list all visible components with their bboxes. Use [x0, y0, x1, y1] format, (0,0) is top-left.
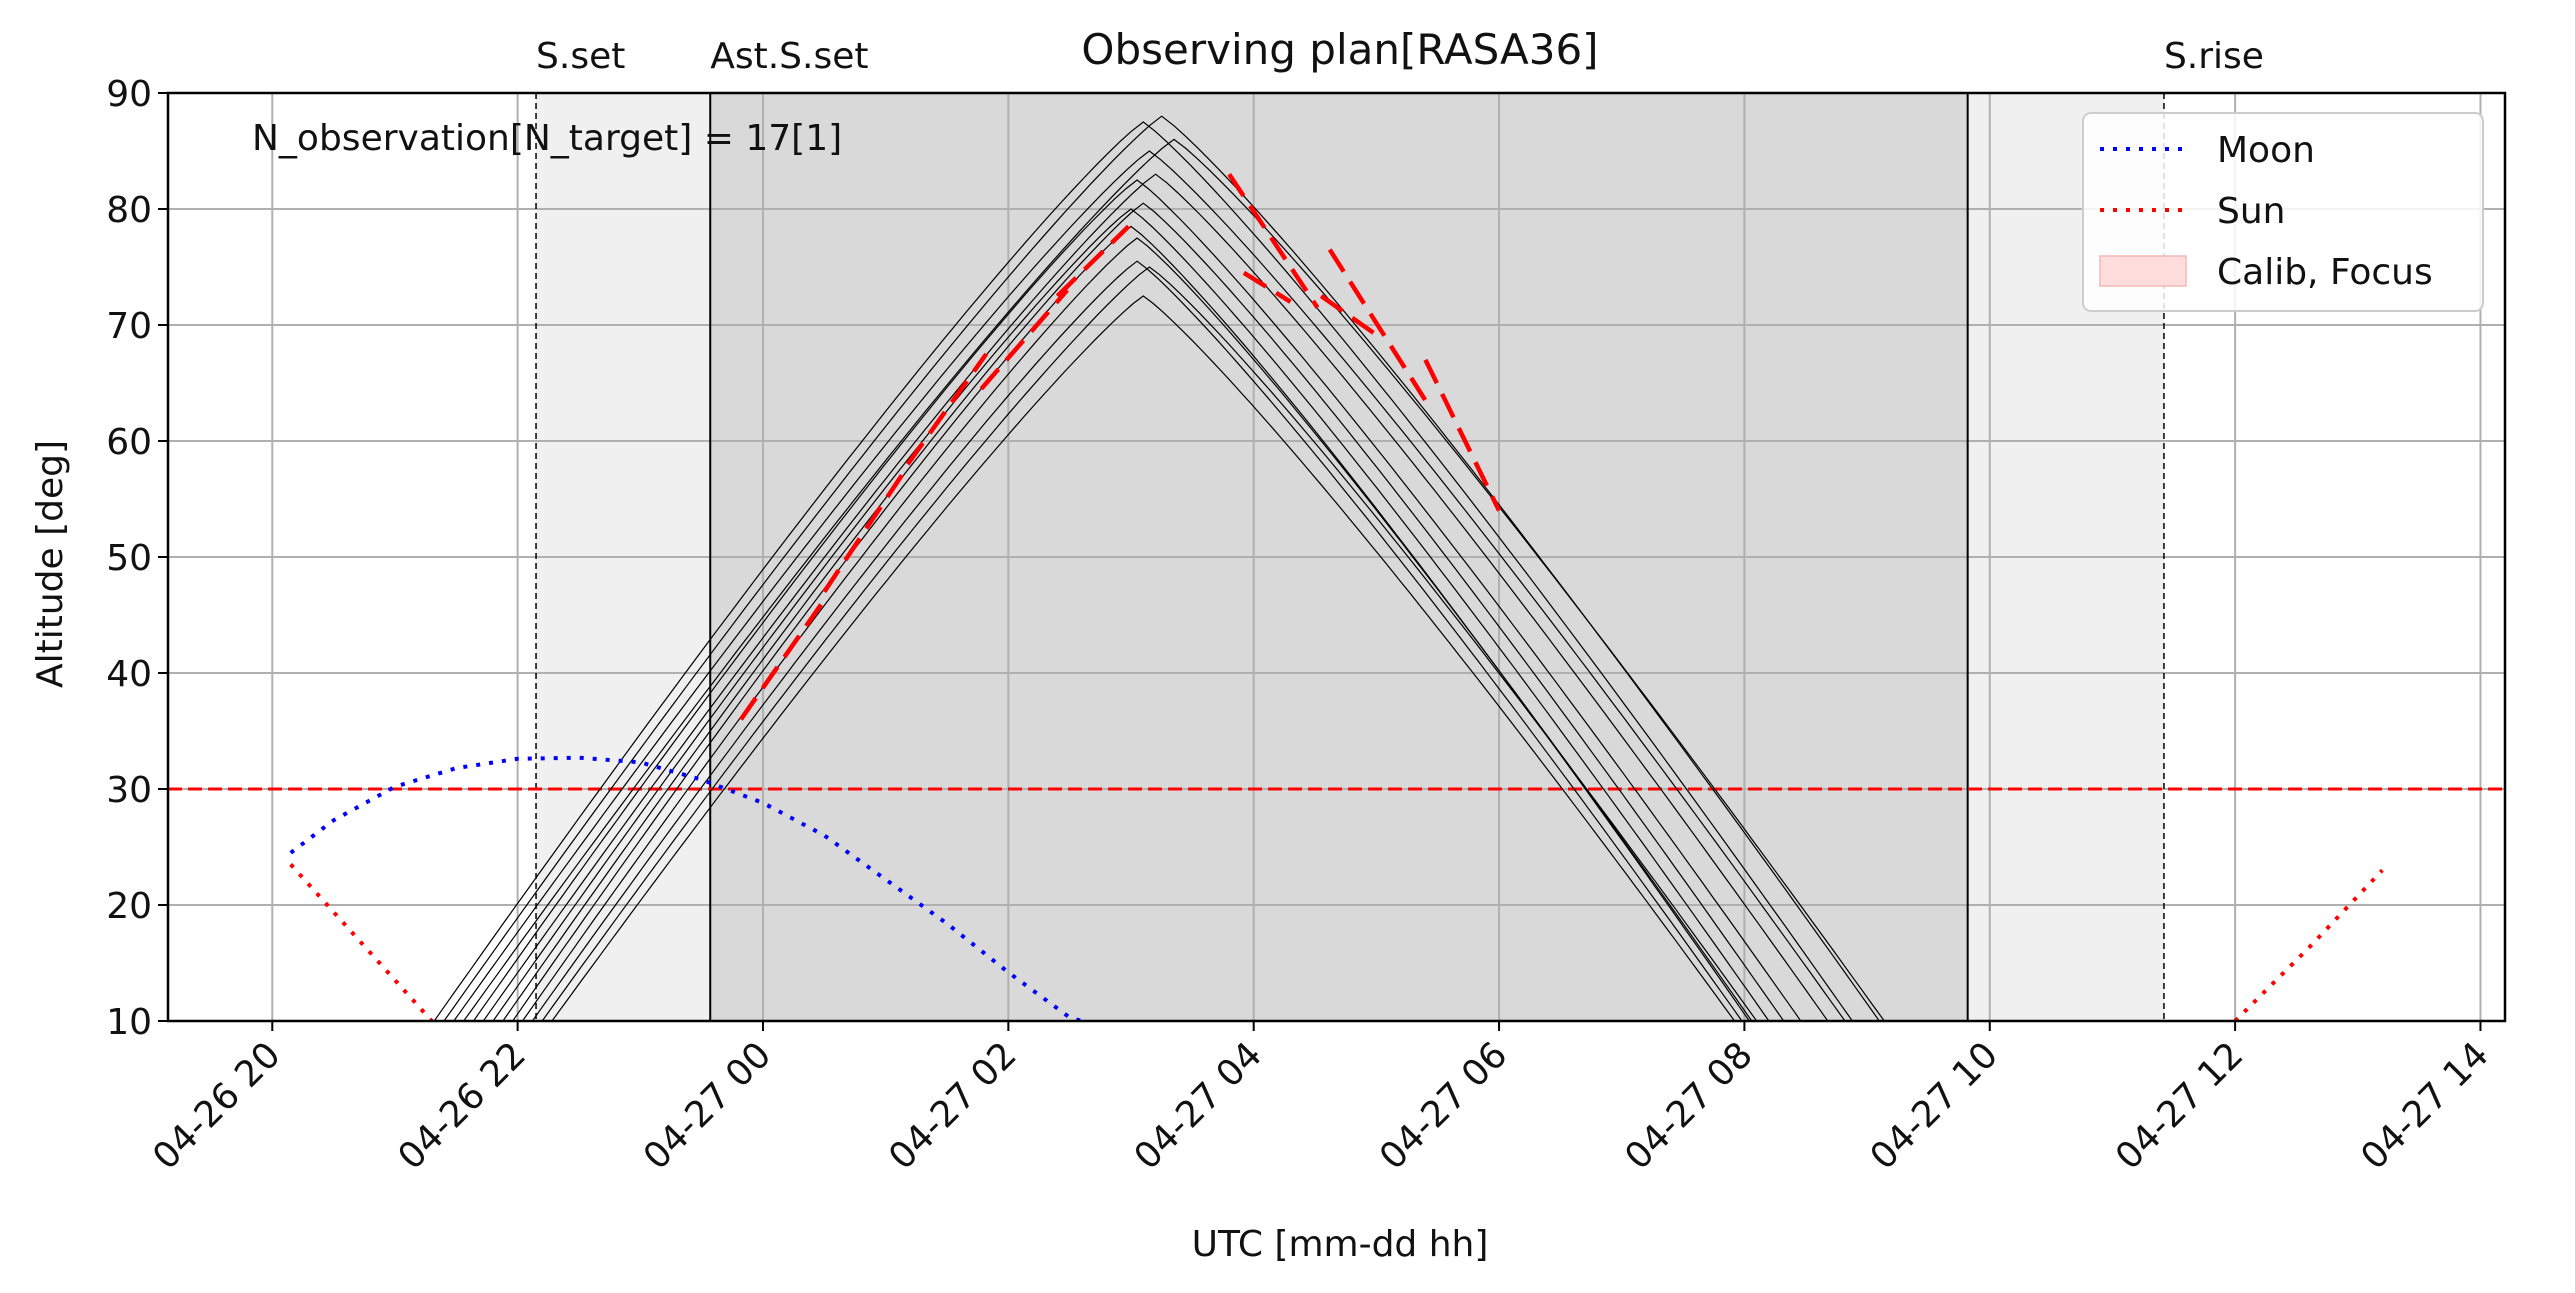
observation-segment: [739, 602, 824, 721]
observation-segment: [1319, 294, 1381, 339]
target-track: [531, 260, 1743, 1021]
x-tick-label: 04-27 06: [1372, 1034, 1515, 1177]
y-tick-label: 40: [106, 654, 152, 695]
legend-swatch-calib-focus: [2099, 255, 2187, 287]
series-line-sun: [289, 863, 434, 1021]
series-line-moon: [289, 755, 1083, 1021]
chart-title: Observing plan[RASA36]: [1081, 25, 1598, 74]
x-tick-label: 04-26 22: [391, 1034, 534, 1177]
target-track: [502, 202, 1785, 1021]
target-track: [473, 179, 1802, 1021]
y-tick-label: 90: [106, 74, 152, 115]
target-tracks: [433, 115, 1885, 1021]
y-tick-label: 60: [106, 422, 152, 463]
x-tick-label: 04-27 04: [1127, 1034, 1270, 1177]
observation-segment: [979, 288, 1069, 391]
observation-segment: [1227, 172, 1320, 309]
legend: Moon Sun Calib, Focus: [2082, 112, 2484, 312]
observation-count-annotation: N_observation[N_target] = 17[1]: [252, 118, 842, 159]
observation-segments: [739, 172, 1502, 721]
target-track: [433, 121, 1853, 1021]
y-tick-label: 80: [106, 190, 152, 231]
y-tick-label: 20: [106, 886, 152, 927]
target-track: [482, 173, 1829, 1021]
x-tick-label: 04-27 12: [2108, 1034, 2251, 1177]
target-track: [463, 138, 1885, 1021]
x-tick-label: 04-27 10: [1863, 1034, 2006, 1177]
target-track: [492, 208, 1770, 1021]
target-track: [541, 266, 1758, 1021]
legend-label-calib-focus: Calib, Focus: [2217, 252, 2433, 293]
y-tick-label: 70: [106, 306, 152, 347]
x-tick-label: 04-27 08: [1617, 1034, 1760, 1177]
legend-label-sun: Sun: [2217, 191, 2285, 232]
x-tick-label: 04-27 00: [636, 1034, 779, 1177]
observation-segment: [1327, 248, 1428, 402]
legend-label-moon: Moon: [2217, 130, 2315, 171]
observation-segment: [822, 468, 908, 594]
y-tick-label: 10: [106, 1002, 152, 1043]
observation-segment: [1242, 270, 1292, 304]
series-line-sun: [2233, 868, 2384, 1021]
y-tick-label: 30: [106, 770, 152, 811]
x-tick-label: 04-27 02: [881, 1034, 1024, 1177]
series-lines: [289, 755, 2384, 1021]
x-axis-label: UTC [mm-dd hh]: [1192, 1224, 1489, 1265]
observation-segment: [1423, 358, 1502, 512]
vertical-marker-label: Ast.S.set: [710, 36, 868, 77]
x-tick-label: 04-27 14: [2353, 1034, 2496, 1177]
vertical-marker-label: S.set: [536, 36, 625, 77]
vertical-markers: S.set Ast.S.set S.rise: [535, 36, 2264, 1021]
observation-segment: [1055, 224, 1131, 298]
y-axis-label: Altitude [deg]: [30, 440, 71, 688]
target-track: [551, 295, 1736, 1021]
observation-segment: [905, 352, 989, 466]
target-track: [453, 150, 1846, 1021]
target-track: [443, 115, 1880, 1021]
x-tick-label: 04-26 20: [145, 1034, 288, 1177]
y-tick-label: 50: [106, 538, 152, 579]
vertical-marker-label: S.rise: [2164, 36, 2264, 77]
